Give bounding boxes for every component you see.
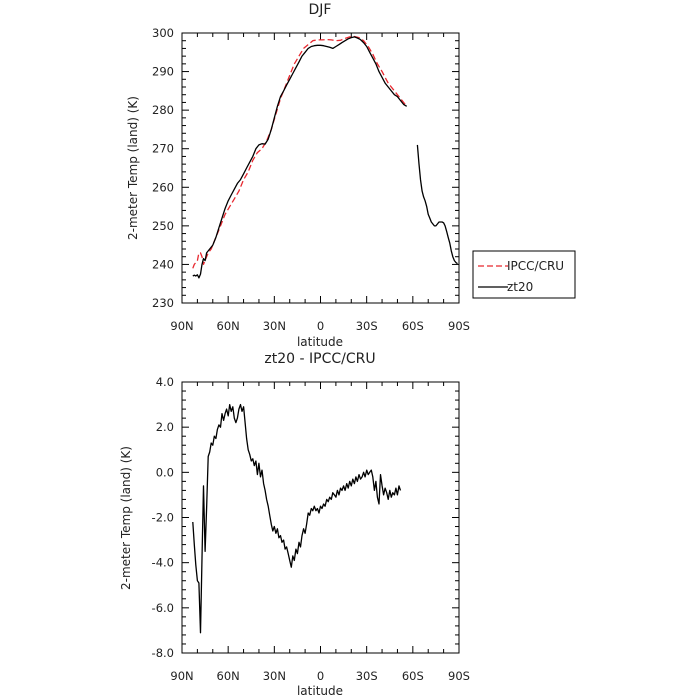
x-tick-label: 90N [170,669,193,683]
y-ticks: 230 240 250 260 270 280 290 300 [152,26,459,310]
x-tick-label: 90N [170,319,193,333]
x-tick-label: 0 [317,669,324,683]
legend-box [472,250,576,299]
x-tick-label: 30S [356,669,378,683]
x-tick-label: 60S [402,669,424,683]
x-tick-label: 30N [263,669,286,683]
series-line-ipcc-cru-0 [192,35,408,269]
y-tick-label: 260 [152,180,174,194]
x-ticks: 90N 60N 30N 0 30S 60S 90S [170,33,470,333]
y-tick-label: 300 [152,26,174,40]
y-tick-label: 2.0 [156,420,174,434]
y-tick-label: 4.0 [156,375,174,389]
x-tick-label: 60S [402,319,424,333]
plot-frame [181,381,460,654]
y-axis-label: 2-meter Temp (land) (K) [126,96,140,240]
x-tick-label: 60N [217,319,240,333]
series-lines [192,35,458,279]
legend-label-ipcc: IPCC/CRU [507,259,564,273]
y-tick-label: 240 [152,257,174,271]
plot-frame [181,32,460,304]
series-line-zt20-0 [192,36,408,279]
y-axis-label: 2-meter Temp (land) (K) [119,446,133,590]
y-tick-label: 0.0 [156,465,174,479]
x-tick-label: 90S [448,669,470,683]
y-tick-label: 270 [152,142,174,156]
series-line-difference-0 [192,403,402,634]
x-tick-label: 0 [317,319,324,333]
x-ticks: 90N 60N 30N 0 30S 60S 90S [170,382,470,683]
x-tick-label: 30N [263,319,286,333]
panel-title: zt20 - IPCC/CRU [264,351,375,367]
y-tick-label: 250 [152,219,174,233]
panel-title: DJF [309,2,332,18]
series-line-zt20-1 [416,144,458,265]
y-tick-label: -4.0 [152,556,174,570]
temperature-panel: DJF 90N 60N 30N 0 30S 60S 90S 2302402502602702… [126,2,576,349]
x-tick-label: 60N [217,669,240,683]
x-tick-label: 90S [448,319,470,333]
series-lines [192,403,402,634]
legend-label-zt20: zt20 [507,280,533,294]
y-tick-label: 290 [152,65,174,79]
difference-panel: zt20 - IPCC/CRU 90N 60N 30N 0 30S 60S 90S -8.0… [119,351,470,698]
x-axis-label: latitude [297,335,343,349]
x-tick-label: 30S [356,319,378,333]
y-tick-label: 280 [152,103,174,117]
y-tick-label: -8.0 [152,646,174,660]
x-axis-label: latitude [297,684,343,698]
y-tick-label: -2.0 [152,511,174,525]
legend: IPCC/CRU zt20 [472,250,576,299]
y-ticks: -8.0 -6.0 -4.0 -2.0 0.0 2.0 4.0 [152,375,459,660]
y-tick-label: 230 [152,296,174,310]
y-tick-label: -6.0 [152,601,174,615]
